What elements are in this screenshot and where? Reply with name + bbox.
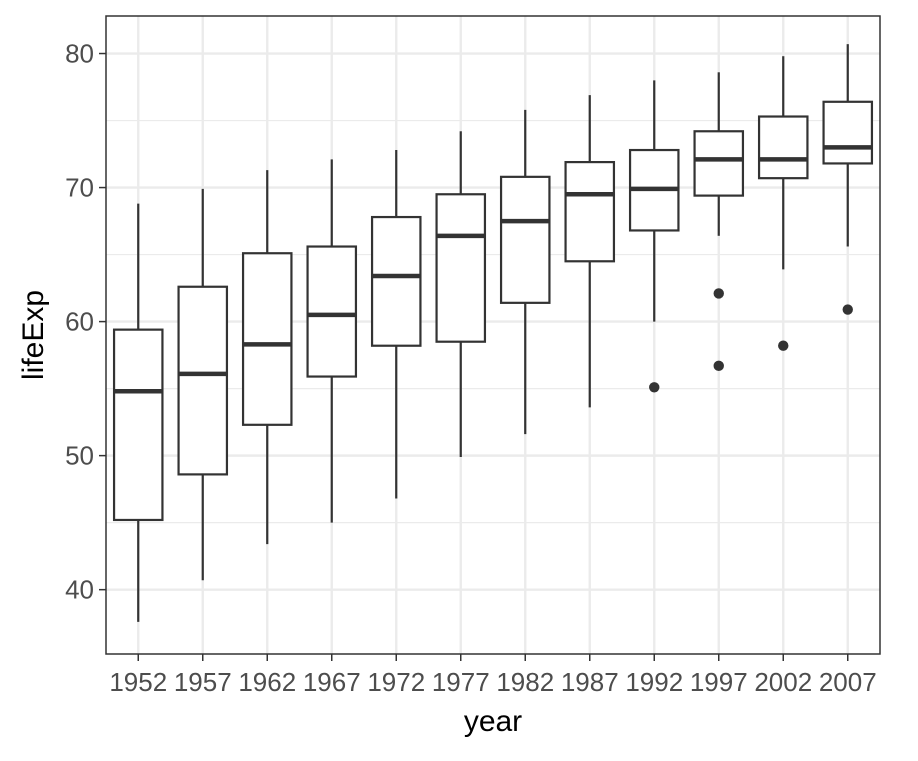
- box-1952: [112, 203, 164, 622]
- y-axis-title: lifeExp: [17, 290, 50, 380]
- box-iqr: [822, 100, 874, 165]
- x-tick-label: 1997: [690, 667, 748, 697]
- box-1972: [370, 150, 422, 499]
- box-1982: [499, 109, 551, 435]
- box-2002: [757, 56, 809, 351]
- x-tick-label: 1962: [238, 667, 296, 697]
- outlier-point: [778, 340, 789, 351]
- box-iqr: [370, 215, 422, 347]
- outlier-point: [649, 382, 660, 393]
- box-iqr: [177, 285, 229, 476]
- box-iqr: [241, 252, 293, 426]
- x-axis-title: year: [464, 705, 522, 738]
- box-iqr: [564, 160, 616, 263]
- box-1977: [435, 131, 487, 457]
- x-tick-label: 1992: [625, 667, 683, 697]
- box-iqr: [112, 328, 164, 522]
- y-tick-label: 40: [65, 575, 94, 605]
- box-1967: [306, 159, 358, 523]
- outlier-point: [713, 360, 724, 372]
- y-tick-label: 80: [65, 39, 94, 69]
- box-iqr: [499, 175, 551, 304]
- box-1987: [564, 95, 616, 408]
- y-tick-label: 70: [65, 173, 94, 203]
- x-tick-label: 1952: [109, 667, 167, 697]
- box-iqr: [693, 130, 745, 197]
- x-tick-label: 1967: [303, 667, 361, 697]
- x-tick-label: 2002: [754, 667, 812, 697]
- box-iqr: [435, 193, 487, 343]
- x-tick-label: 1977: [432, 667, 490, 697]
- box-iqr: [757, 115, 809, 180]
- y-tick-label: 60: [65, 307, 94, 337]
- x-tick-label: 1987: [561, 667, 619, 697]
- box-2007: [822, 44, 874, 315]
- panel-border: [105, 15, 881, 655]
- outlier-point: [713, 288, 724, 299]
- box-1962: [241, 170, 293, 545]
- x-tick-label: 2007: [819, 667, 877, 697]
- outlier-point: [842, 304, 853, 315]
- x-tick-label: 1972: [367, 667, 425, 697]
- y-tick-label: 50: [65, 441, 94, 471]
- x-tick-label: 1957: [174, 667, 232, 697]
- box-1992: [628, 80, 680, 393]
- box-layer: [112, 44, 874, 622]
- box-1997: [693, 72, 745, 372]
- box-1957: [177, 188, 229, 581]
- x-tick-label: 1982: [496, 667, 554, 697]
- box-iqr: [306, 245, 358, 378]
